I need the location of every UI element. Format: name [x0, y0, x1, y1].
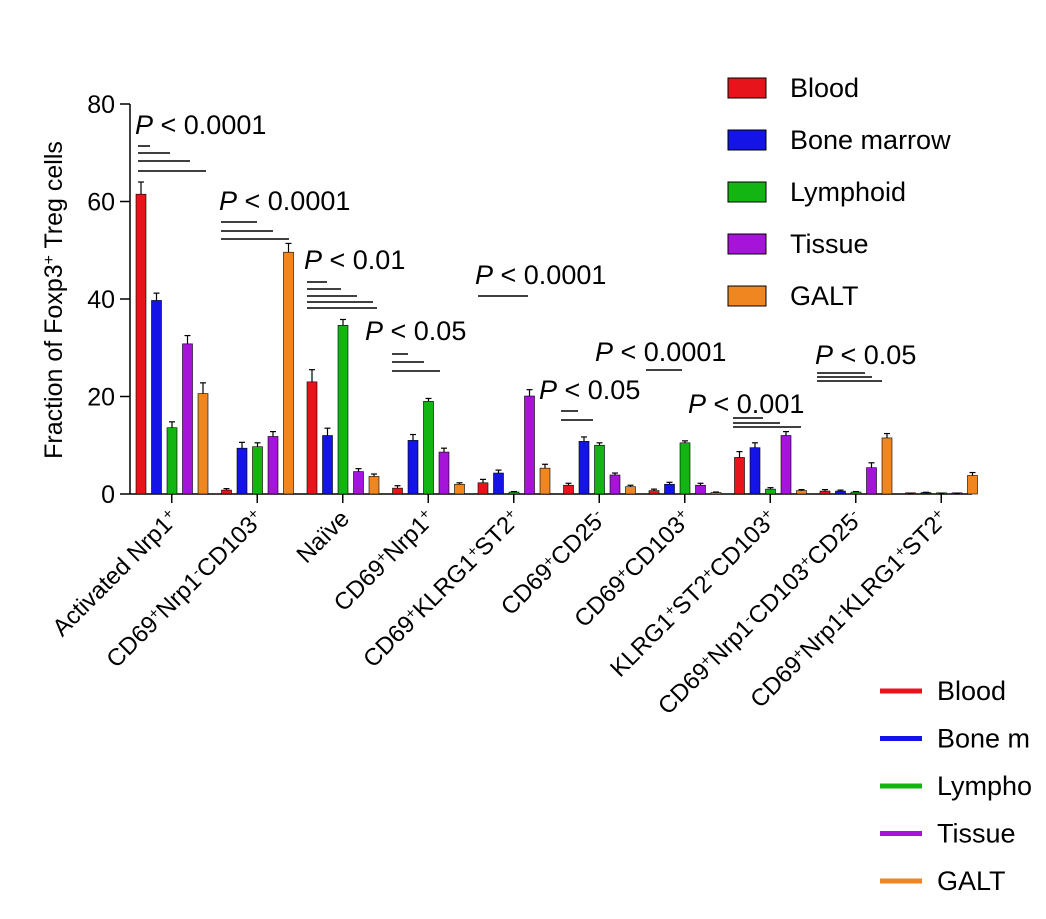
significance-label: P < 0.0001: [475, 260, 606, 290]
legend-label: Bone marrow: [790, 125, 951, 155]
bar: [407, 440, 419, 495]
significance-label: P < 0.0001: [135, 110, 266, 140]
bar: [780, 435, 792, 495]
bar: [710, 492, 722, 495]
significance-label: P < 0.05: [815, 340, 916, 370]
bar: [151, 300, 162, 495]
bar: [866, 467, 877, 495]
bar: [322, 435, 333, 495]
bar: [664, 483, 675, 495]
significance-label: P < 0.001: [688, 389, 804, 419]
legend2-label: Tissue: [937, 819, 1016, 849]
legend-label: Tissue: [790, 229, 869, 259]
significance-label: P < 0.01: [304, 245, 405, 275]
bar: [679, 442, 691, 495]
significance-label: P < 0.05: [365, 316, 466, 346]
bar: [392, 487, 403, 495]
bar: [563, 484, 574, 495]
bar: [236, 447, 248, 495]
bar: [477, 482, 489, 495]
y-tick-label: 0: [101, 481, 115, 509]
legend-swatch: [727, 129, 767, 151]
bar: [306, 381, 318, 495]
bar: [695, 484, 706, 495]
bar: [765, 488, 776, 495]
bar: [221, 489, 232, 495]
legend2-label: Blood: [937, 676, 1006, 706]
bar: [835, 490, 846, 495]
legend-label: Lymphoid: [790, 177, 906, 207]
bar: [166, 427, 178, 495]
bar: [850, 491, 862, 495]
bar: [493, 472, 504, 495]
bar: [524, 395, 535, 495]
legend-label: GALT: [790, 281, 859, 311]
bar: [135, 193, 147, 495]
bar: [539, 467, 551, 495]
x-tick-label: CD69+Nrp1-CD103+: [101, 505, 270, 674]
significance-label: P < 0.0001: [219, 186, 350, 216]
legend-swatch: [727, 181, 767, 203]
bar: [353, 471, 364, 495]
bar: [625, 486, 636, 495]
legend2-label: Bone m: [937, 724, 1030, 754]
significance-label: P < 0.0001: [595, 337, 726, 367]
bar: [337, 325, 349, 495]
legend-label: Blood: [790, 73, 859, 103]
legend2-label: GALT: [937, 866, 1006, 896]
y-tick-label: 20: [87, 384, 115, 412]
bar: [267, 436, 279, 495]
bar: [881, 437, 893, 495]
bar: [368, 476, 380, 495]
x-tick-label: CD69+KLRG1+ST2+: [358, 505, 526, 673]
bar: [283, 251, 294, 495]
x-tick-label: Activated Nrp1+: [47, 505, 184, 642]
bar: [454, 483, 465, 495]
x-tick-label: Naïve: [292, 505, 355, 568]
bar: [423, 401, 434, 495]
bar: [594, 444, 605, 495]
bar: [252, 446, 263, 495]
bar: [508, 491, 520, 495]
y-axis-label: Fraction of Foxp3+ Treg cells: [40, 141, 68, 459]
legend-swatch: [727, 285, 767, 307]
legend-swatch: [727, 77, 767, 99]
bar: [438, 451, 450, 495]
bar: [734, 457, 745, 495]
bar: [578, 441, 590, 495]
bar: [197, 393, 209, 495]
bar: [749, 447, 761, 495]
bar: [796, 490, 807, 495]
bar: [182, 343, 193, 495]
y-tick-label: 80: [87, 91, 115, 119]
x-tick-label: KLRG1+ST2+CD103+: [605, 505, 783, 683]
bar: [819, 490, 831, 495]
y-tick-label: 40: [87, 286, 115, 314]
bar: [609, 474, 621, 495]
bar: [648, 490, 660, 495]
y-tick-label: 60: [87, 189, 115, 217]
bar: [967, 475, 978, 495]
legend2-label: Lympho: [937, 771, 1032, 801]
legend-swatch: [727, 233, 767, 255]
significance-label: P < 0.05: [539, 375, 640, 405]
